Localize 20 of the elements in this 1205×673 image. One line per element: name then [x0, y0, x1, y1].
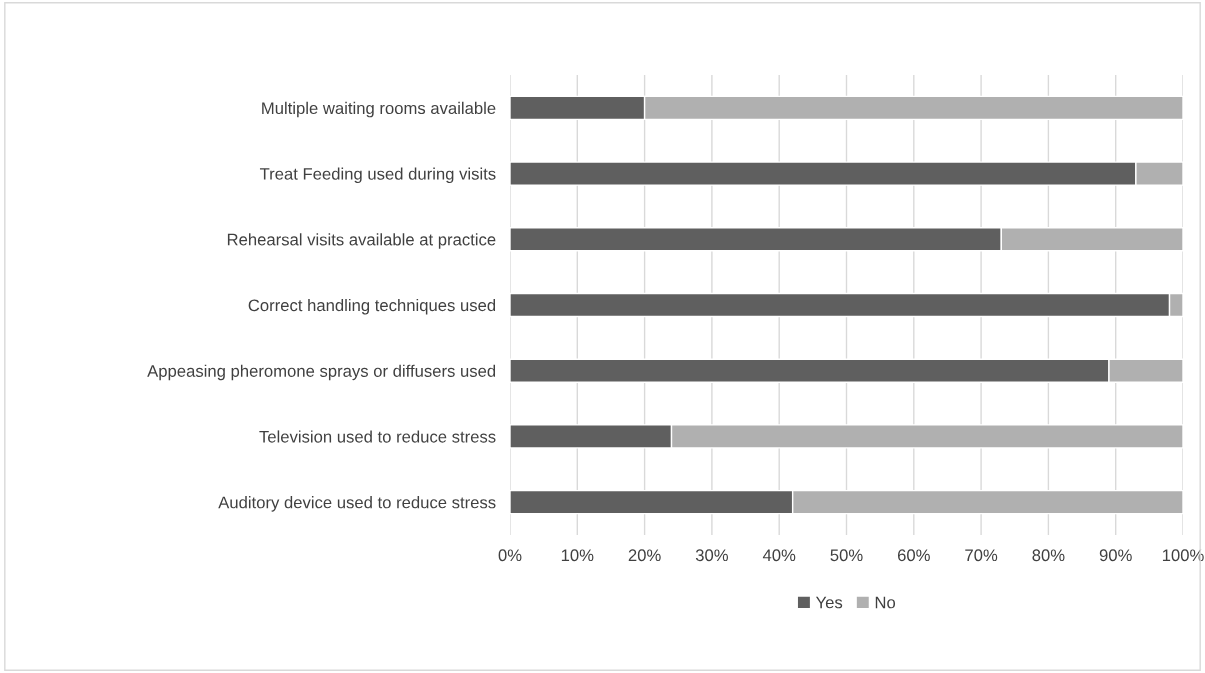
y-tick-label: Treat Feeding used during visits	[259, 167, 496, 184]
legend-label: Yes	[815, 596, 843, 609]
y-tick-label: Rehearsal visits available at practice	[227, 233, 496, 249]
y-tick-label: Appeasing pheromone sprays or diffusers used	[147, 364, 496, 381]
x-tick-label: 50%	[830, 549, 863, 562]
y-tick-label: Television used to reduce stress	[259, 430, 496, 443]
x-tick-label: 40%	[762, 549, 796, 562]
x-tick-label: 90%	[1099, 549, 1132, 562]
x-tick-label: 70%	[965, 549, 998, 562]
y-tick-label: Multiple waiting rooms available	[262, 101, 496, 118]
x-tick-label: 10%	[561, 549, 594, 562]
x-tick-label: 60%	[897, 549, 930, 562]
y-tick-label: Auditory device used to reduce stress	[218, 496, 496, 512]
x-tick-label: 0%	[498, 549, 522, 562]
legend-label: No	[875, 596, 896, 609]
y-tick-label: Correct handling techniques used	[248, 298, 496, 315]
x-tick-label: 30%	[695, 549, 728, 562]
x-tick-label: 80%	[1032, 549, 1065, 562]
x-tick-label: 20%	[628, 549, 661, 562]
x-tick-label: 100%	[1162, 549, 1204, 562]
